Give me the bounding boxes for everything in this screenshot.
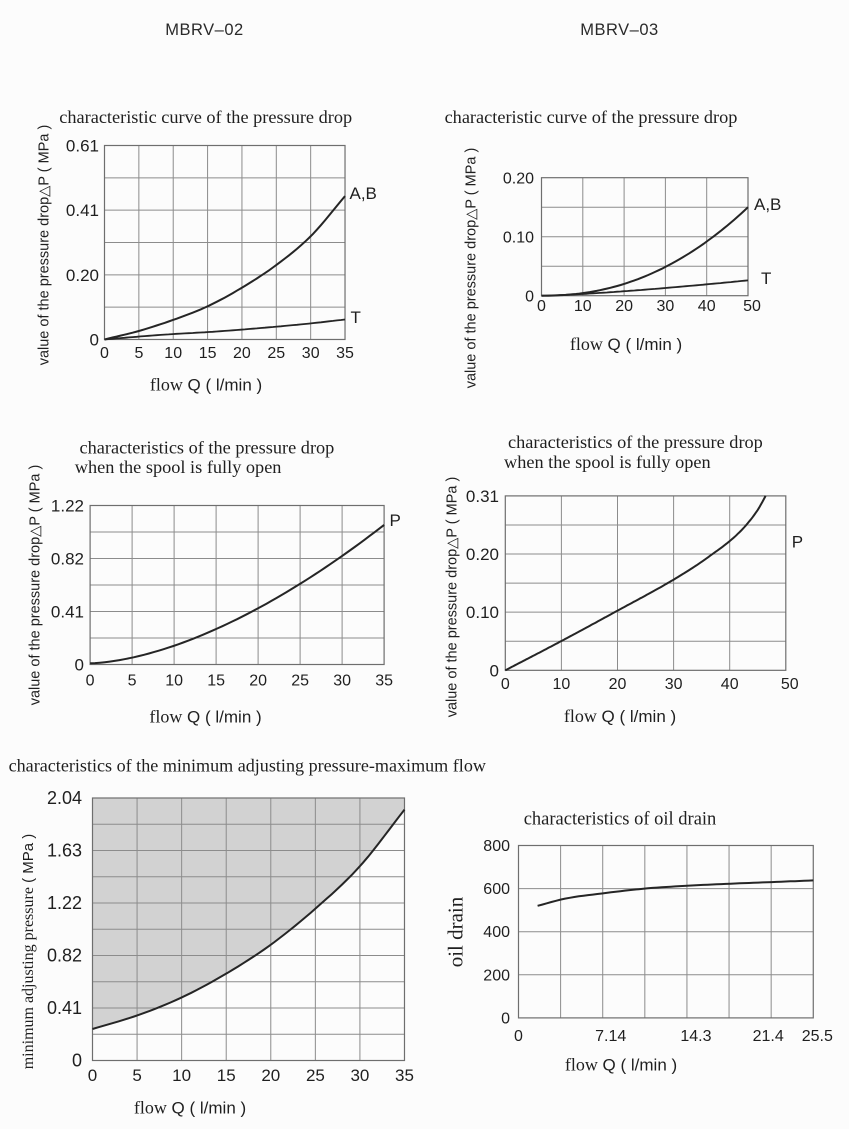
svg-text:30: 30 [665, 676, 683, 693]
svg-text:0.82: 0.82 [47, 946, 82, 966]
svg-text:20: 20 [233, 345, 251, 362]
svg-text:characteristic curve of the pr: characteristic curve of the pressure dro… [59, 107, 352, 127]
svg-text:when the spool is fully open: when the spool is fully open [504, 452, 711, 472]
svg-text:50: 50 [781, 676, 799, 693]
svg-text:5: 5 [134, 345, 143, 362]
svg-text:20: 20 [615, 298, 633, 315]
svg-text:0: 0 [501, 676, 510, 693]
svg-text:P: P [390, 511, 401, 530]
svg-text:10: 10 [553, 676, 571, 693]
svg-text:1.22: 1.22 [47, 893, 82, 913]
svg-text:0.61: 0.61 [66, 137, 99, 156]
svg-text:25.5: 25.5 [802, 1028, 833, 1045]
svg-text:characteristics of the pressur: characteristics of the pressure drop [80, 437, 335, 457]
svg-text:0.20: 0.20 [66, 266, 99, 285]
svg-text:15: 15 [207, 673, 225, 690]
svg-text:MBRV–02: MBRV–02 [165, 21, 243, 39]
svg-text:10: 10 [172, 1066, 191, 1085]
svg-text:2.04: 2.04 [47, 788, 82, 808]
svg-text:value of the pressure drop△P (: value of the pressure drop△P ( MPa ) [28, 465, 44, 706]
svg-text:0: 0 [72, 1051, 82, 1071]
svg-text:flow Q ( l/min ): flow Q ( l/min ) [149, 707, 261, 727]
svg-text:10: 10 [164, 345, 182, 362]
svg-text:0.31: 0.31 [466, 487, 499, 506]
svg-text:A,B: A,B [350, 184, 377, 203]
svg-text:MBRV–03: MBRV–03 [580, 21, 658, 39]
svg-text:0: 0 [100, 345, 109, 362]
svg-text:0: 0 [490, 661, 499, 680]
svg-text:20: 20 [609, 676, 627, 693]
svg-text:0.41: 0.41 [47, 998, 82, 1018]
svg-text:0.41: 0.41 [51, 603, 84, 622]
svg-text:0: 0 [501, 1010, 510, 1027]
svg-text:0.20: 0.20 [503, 171, 534, 188]
svg-text:30: 30 [302, 345, 320, 362]
svg-text:0: 0 [525, 289, 534, 306]
svg-text:35: 35 [336, 345, 354, 362]
svg-text:oil drain: oil drain [444, 896, 468, 967]
svg-text:flow Q ( l/min ): flow Q ( l/min ) [564, 706, 676, 726]
svg-text:value of the pressure drop△P (: value of the pressure drop△P ( MPa ) [445, 477, 461, 718]
svg-text:characteristics of the pressur: characteristics of the pressure drop [508, 432, 763, 452]
svg-text:1.22: 1.22 [51, 497, 84, 516]
svg-text:0.10: 0.10 [503, 230, 534, 247]
svg-text:25: 25 [291, 673, 309, 690]
svg-text:40: 40 [698, 298, 716, 315]
svg-text:characteristic curve of the pr: characteristic curve of the pressure dro… [445, 107, 738, 127]
svg-text:30: 30 [657, 298, 675, 315]
svg-text:T: T [761, 269, 771, 288]
svg-text:400: 400 [483, 924, 510, 941]
svg-text:21.4: 21.4 [753, 1028, 784, 1045]
svg-text:20: 20 [249, 673, 267, 690]
svg-text:flow Q ( l/min ): flow Q ( l/min ) [570, 334, 682, 354]
svg-text:value of the pressure drop△P (: value of the pressure drop△P ( MPa ) [37, 125, 53, 366]
svg-text:25: 25 [306, 1066, 325, 1085]
svg-text:flow Q ( l/min ): flow Q ( l/min ) [150, 375, 262, 395]
svg-text:30: 30 [350, 1066, 369, 1085]
svg-text:15: 15 [199, 345, 217, 362]
svg-text:flow Q ( l/min ): flow Q ( l/min ) [565, 1055, 677, 1075]
svg-text:0.10: 0.10 [466, 603, 499, 622]
svg-text:T: T [351, 308, 361, 327]
svg-text:characteristics of the minimum: characteristics of the minimum adjusting… [9, 756, 486, 776]
svg-text:0: 0 [514, 1028, 523, 1045]
svg-text:5: 5 [128, 673, 137, 690]
svg-text:40: 40 [721, 676, 739, 693]
svg-text:5: 5 [132, 1066, 141, 1085]
svg-text:when the spool is fully open: when the spool is fully open [75, 457, 282, 477]
svg-text:35: 35 [395, 1066, 414, 1085]
svg-text:25: 25 [267, 345, 285, 362]
svg-text:P: P [792, 533, 803, 552]
svg-text:7.14: 7.14 [595, 1028, 626, 1045]
svg-text:200: 200 [483, 967, 510, 984]
svg-text:14.3: 14.3 [680, 1028, 711, 1045]
svg-text:0: 0 [86, 673, 95, 690]
svg-text:characteristics of oil drain: characteristics of oil drain [524, 810, 717, 830]
svg-text:minimum adjusting pressure ( M: minimum adjusting pressure ( MPa ) [20, 834, 37, 1070]
svg-text:0: 0 [75, 656, 84, 675]
svg-text:0: 0 [88, 1066, 97, 1085]
svg-text:0.20: 0.20 [466, 545, 499, 564]
svg-text:30: 30 [333, 673, 351, 690]
svg-text:0: 0 [90, 331, 99, 350]
svg-text:10: 10 [574, 298, 592, 315]
svg-text:20: 20 [261, 1066, 280, 1085]
svg-text:0.41: 0.41 [66, 201, 99, 220]
svg-text:50: 50 [743, 298, 761, 315]
svg-text:15: 15 [217, 1066, 236, 1085]
svg-text:A,B: A,B [754, 195, 781, 214]
svg-text:0.82: 0.82 [51, 550, 84, 569]
svg-text:0: 0 [537, 298, 546, 315]
svg-text:10: 10 [165, 673, 183, 690]
svg-text:600: 600 [483, 881, 510, 898]
svg-text:flow Q ( l/min ): flow Q ( l/min ) [134, 1098, 246, 1118]
svg-text:1.63: 1.63 [47, 841, 82, 861]
svg-text:35: 35 [375, 673, 393, 690]
svg-text:800: 800 [483, 838, 510, 855]
svg-text:value of the pressure drop△P (: value of the pressure drop△P ( MPa ) [464, 148, 480, 389]
